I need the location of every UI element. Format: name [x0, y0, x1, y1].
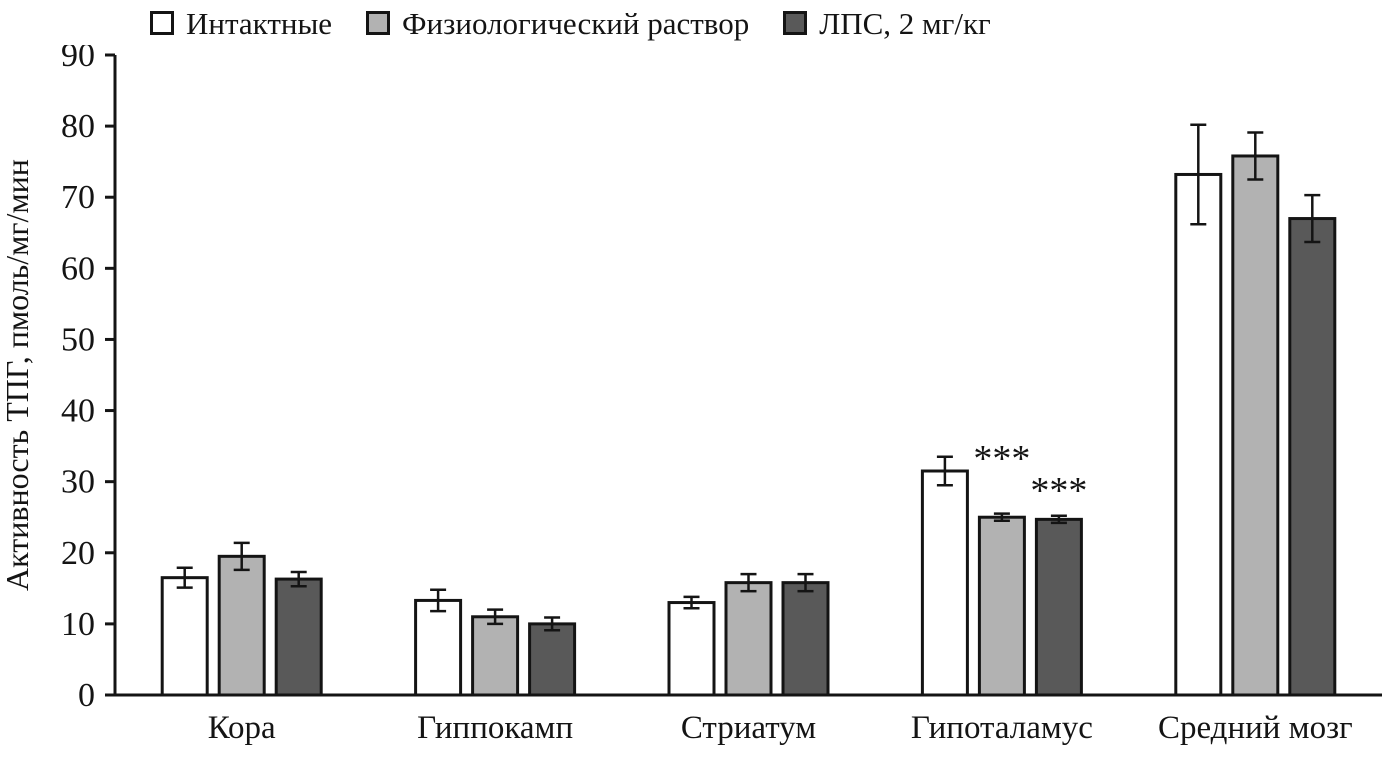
bar — [160, 576, 209, 697]
bar — [528, 622, 577, 697]
y-tick-label: 50 — [61, 321, 95, 358]
bar — [274, 577, 323, 697]
bar — [1034, 517, 1083, 697]
bar — [977, 515, 1026, 697]
bar — [414, 598, 463, 697]
y-tick-label: 0 — [78, 677, 95, 714]
legend-item-intact: Интактные — [150, 8, 332, 39]
x-category-label: Стриатум — [681, 710, 816, 746]
legend-item-lps: ЛПС, 2 мг/кг — [783, 8, 991, 39]
y-tick-label: 30 — [61, 464, 95, 501]
legend-swatch-saline — [366, 11, 391, 35]
legend-item-saline: Физиологический раствор — [366, 8, 749, 39]
y-tick-label: 40 — [61, 393, 95, 430]
legend-label-saline: Физиологический раствор — [402, 5, 750, 41]
legend-swatch-lps — [783, 11, 808, 35]
x-category-label: Гипоталамус — [911, 710, 1093, 746]
x-category-label: Гиппокамп — [417, 710, 573, 746]
y-tick-label: 60 — [61, 250, 95, 287]
y-tick-label: 80 — [61, 108, 95, 145]
chart-legend: Интактные Физиологический раствор ЛПС, 2… — [150, 2, 991, 44]
bar — [667, 601, 716, 697]
bar — [1288, 217, 1337, 697]
y-tick-label: 90 — [61, 45, 95, 74]
bar — [1174, 172, 1223, 697]
y-tick-label: 20 — [61, 535, 95, 572]
bar — [471, 615, 520, 697]
y-tick-label: 70 — [61, 179, 95, 216]
legend-label-intact: Интактные — [186, 5, 333, 41]
bar — [724, 581, 773, 697]
y-axis-label: Активность ТПГ, пмоль/мг/мин — [0, 159, 35, 591]
bar — [1231, 154, 1280, 697]
legend-swatch-intact — [150, 11, 174, 35]
y-tick-label: 10 — [61, 606, 95, 643]
x-category-label: Средний мозг — [1158, 710, 1353, 746]
grouped-bar-chart: Активность ТПГ, пмоль/мг/мин 0 10 20 30 40 50 6… — [0, 45, 1382, 746]
bar — [920, 469, 969, 697]
bar — [781, 581, 830, 697]
bar — [217, 554, 266, 697]
significance-annotation: *** — [973, 438, 1030, 480]
legend-label-lps: ЛПС, 2 мг/кг — [819, 5, 991, 41]
x-category-label: Кора — [208, 710, 276, 746]
significance-annotation: *** — [1030, 470, 1087, 512]
